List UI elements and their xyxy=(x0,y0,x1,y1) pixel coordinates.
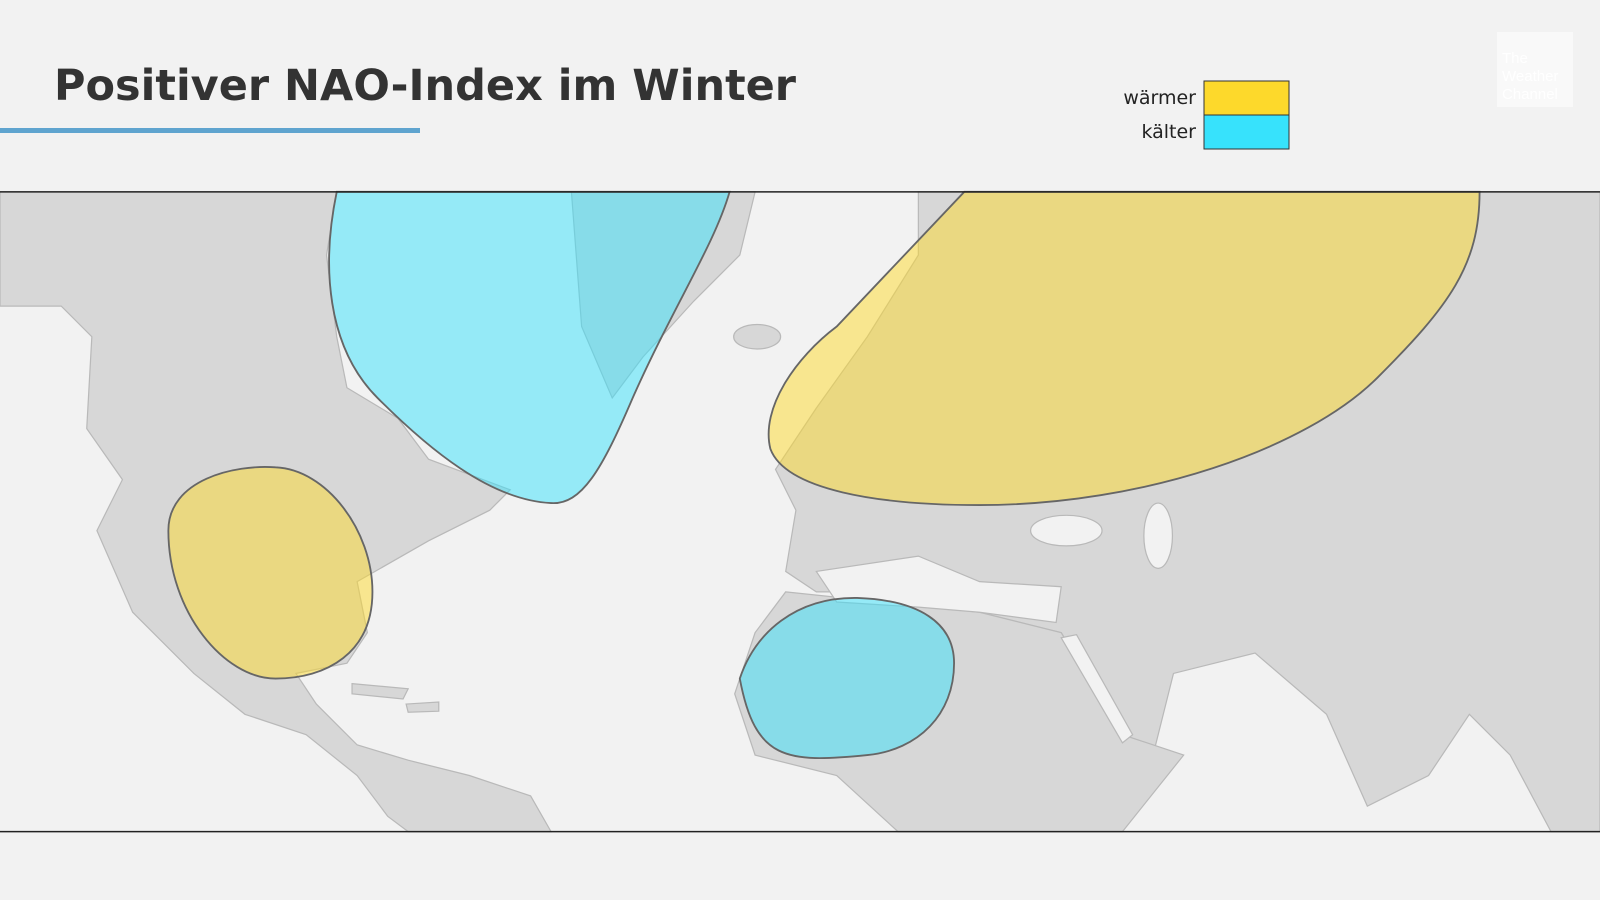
map xyxy=(0,190,1600,833)
cold-region-north-africa xyxy=(738,597,955,760)
legend-label: kälter xyxy=(1141,121,1196,143)
legend-swatch xyxy=(1203,114,1290,150)
legend-swatch xyxy=(1203,80,1290,116)
warm-region-north-america xyxy=(167,466,374,680)
red-sea xyxy=(1060,634,1134,744)
legend-label: wärmer xyxy=(1123,87,1196,109)
logo-text: Channel xyxy=(1502,86,1558,103)
title-underline xyxy=(0,128,420,133)
logo-text: Weather xyxy=(1502,68,1558,85)
cold-region-canada-greenland xyxy=(328,190,731,504)
logo-box xyxy=(1497,32,1573,107)
warm-region-europe xyxy=(767,190,1481,507)
iceland xyxy=(733,323,782,350)
title: Positiver NAO-Index im Winter xyxy=(54,61,797,111)
caribbean xyxy=(351,682,440,713)
logo-text: The xyxy=(1502,50,1528,67)
black-sea xyxy=(1029,514,1103,547)
caspian-sea xyxy=(1143,502,1174,569)
